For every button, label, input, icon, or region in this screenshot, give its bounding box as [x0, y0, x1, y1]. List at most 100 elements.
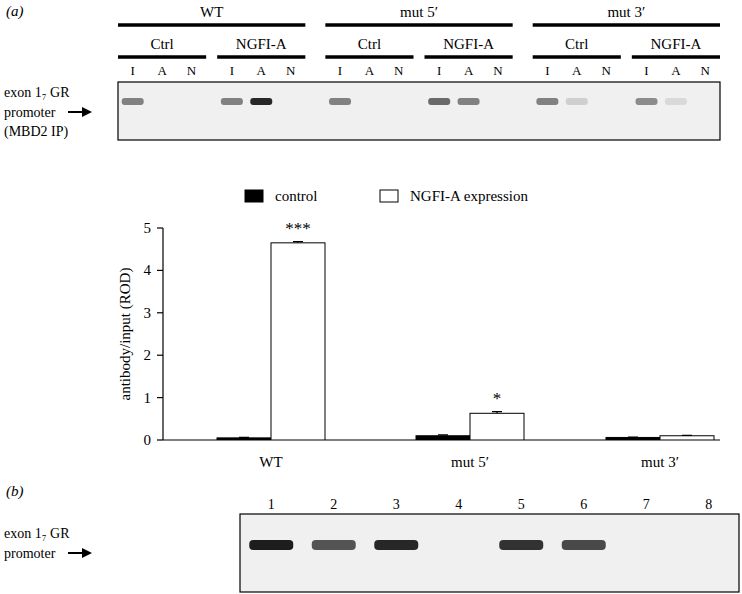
bars	[217, 242, 714, 440]
error-bar	[239, 437, 249, 439]
band	[687, 540, 731, 550]
lane-label: A	[365, 63, 375, 78]
band	[694, 98, 716, 105]
lane-label: A	[671, 63, 681, 78]
lane-label: N	[286, 63, 296, 78]
lane-label: N	[394, 63, 404, 78]
lane-label: N	[601, 63, 611, 78]
legend-swatch	[380, 190, 398, 202]
y-tick-label: 3	[144, 305, 152, 321]
condition-bar	[217, 55, 305, 59]
band	[595, 98, 617, 105]
band	[437, 540, 481, 550]
band	[358, 98, 380, 105]
band	[374, 540, 418, 550]
band	[388, 98, 410, 105]
condition-bar	[325, 55, 413, 59]
lane-label: 3	[393, 497, 400, 512]
error-bar	[492, 412, 502, 414]
error-bar	[438, 434, 448, 436]
panel-label: (b)	[6, 483, 24, 500]
band	[499, 540, 543, 550]
band	[665, 98, 687, 105]
condition-label: NGFI-A	[236, 36, 287, 52]
y-tick	[157, 397, 163, 398]
x-tick-label: mut 3′	[641, 454, 679, 470]
arrow-head	[82, 107, 92, 117]
y-tick-label: 5	[144, 220, 152, 236]
y-tick	[157, 355, 163, 356]
lane-label: 7	[643, 497, 650, 512]
lane-label: 1	[268, 497, 275, 512]
y-axis	[162, 228, 163, 440]
x-tick-label: WT	[259, 454, 282, 470]
lane-label: I	[230, 63, 234, 78]
band	[536, 98, 558, 105]
y-axis-label: antibody/input (ROD)	[117, 268, 134, 401]
legend-swatch	[245, 190, 263, 202]
x-tick-label: mut 5′	[451, 454, 489, 470]
lane-label: I	[338, 63, 342, 78]
y-tick	[157, 312, 163, 313]
row-label: (MBD2 IP)	[4, 124, 69, 140]
group-label: mut 3′	[607, 4, 645, 20]
condition-bar	[632, 55, 720, 59]
y-tick-label: 1	[144, 390, 152, 406]
condition-bar	[533, 55, 621, 59]
legend-label: control	[275, 188, 318, 204]
error-bar	[682, 435, 692, 437]
group-label: mut 5′	[400, 4, 438, 20]
group-label: WT	[200, 4, 223, 20]
lane-label: 4	[455, 497, 462, 512]
lane-label: A	[157, 63, 167, 78]
bar	[271, 243, 325, 440]
error-bar	[628, 436, 638, 438]
band	[280, 98, 302, 105]
condition-bar	[425, 55, 513, 59]
condition-label: Ctrl	[565, 36, 588, 52]
band	[122, 98, 144, 105]
lane-label: A	[257, 63, 267, 78]
band	[221, 98, 243, 105]
bar	[416, 436, 470, 440]
condition-label: NGFI-A	[443, 36, 494, 52]
row-label: promoter	[4, 546, 56, 561]
condition-bar	[118, 55, 206, 59]
lane-label: A	[464, 63, 474, 78]
band	[562, 540, 606, 550]
lane-label: I	[545, 63, 549, 78]
significance: *	[493, 389, 502, 408]
group-bar	[533, 23, 720, 27]
condition-label: Ctrl	[358, 36, 381, 52]
band	[250, 98, 272, 105]
row-label: exon 1₇ GR	[4, 526, 70, 541]
error-bar	[293, 242, 303, 243]
band	[312, 540, 356, 550]
lane-label: N	[493, 63, 503, 78]
row-label: exon 1₇ GR	[4, 85, 70, 100]
gel	[118, 82, 720, 140]
band	[636, 98, 658, 105]
condition-label: Ctrl	[150, 36, 173, 52]
lane-label: N	[187, 63, 197, 78]
bar	[606, 437, 660, 440]
lane-label: I	[437, 63, 441, 78]
lane-label: 6	[580, 497, 587, 512]
significance: ***	[285, 219, 311, 238]
background	[0, 0, 742, 594]
bar	[470, 413, 524, 440]
lane-label: N	[701, 63, 711, 78]
y-tick-label: 0	[144, 432, 152, 448]
band	[329, 98, 351, 105]
lane-label: 8	[705, 497, 712, 512]
gel	[240, 514, 739, 592]
figure: (a)WTCtrlIANNGFI-AIANmut 5′CtrlIANNGFI-A…	[0, 0, 742, 594]
y-tick-label: 2	[144, 347, 152, 363]
band	[487, 98, 509, 105]
condition-label: NGFI-A	[650, 36, 701, 52]
band	[624, 540, 668, 550]
lane-label: 2	[330, 497, 337, 512]
band	[249, 540, 293, 550]
bar	[217, 438, 271, 440]
y-tick	[157, 227, 163, 228]
